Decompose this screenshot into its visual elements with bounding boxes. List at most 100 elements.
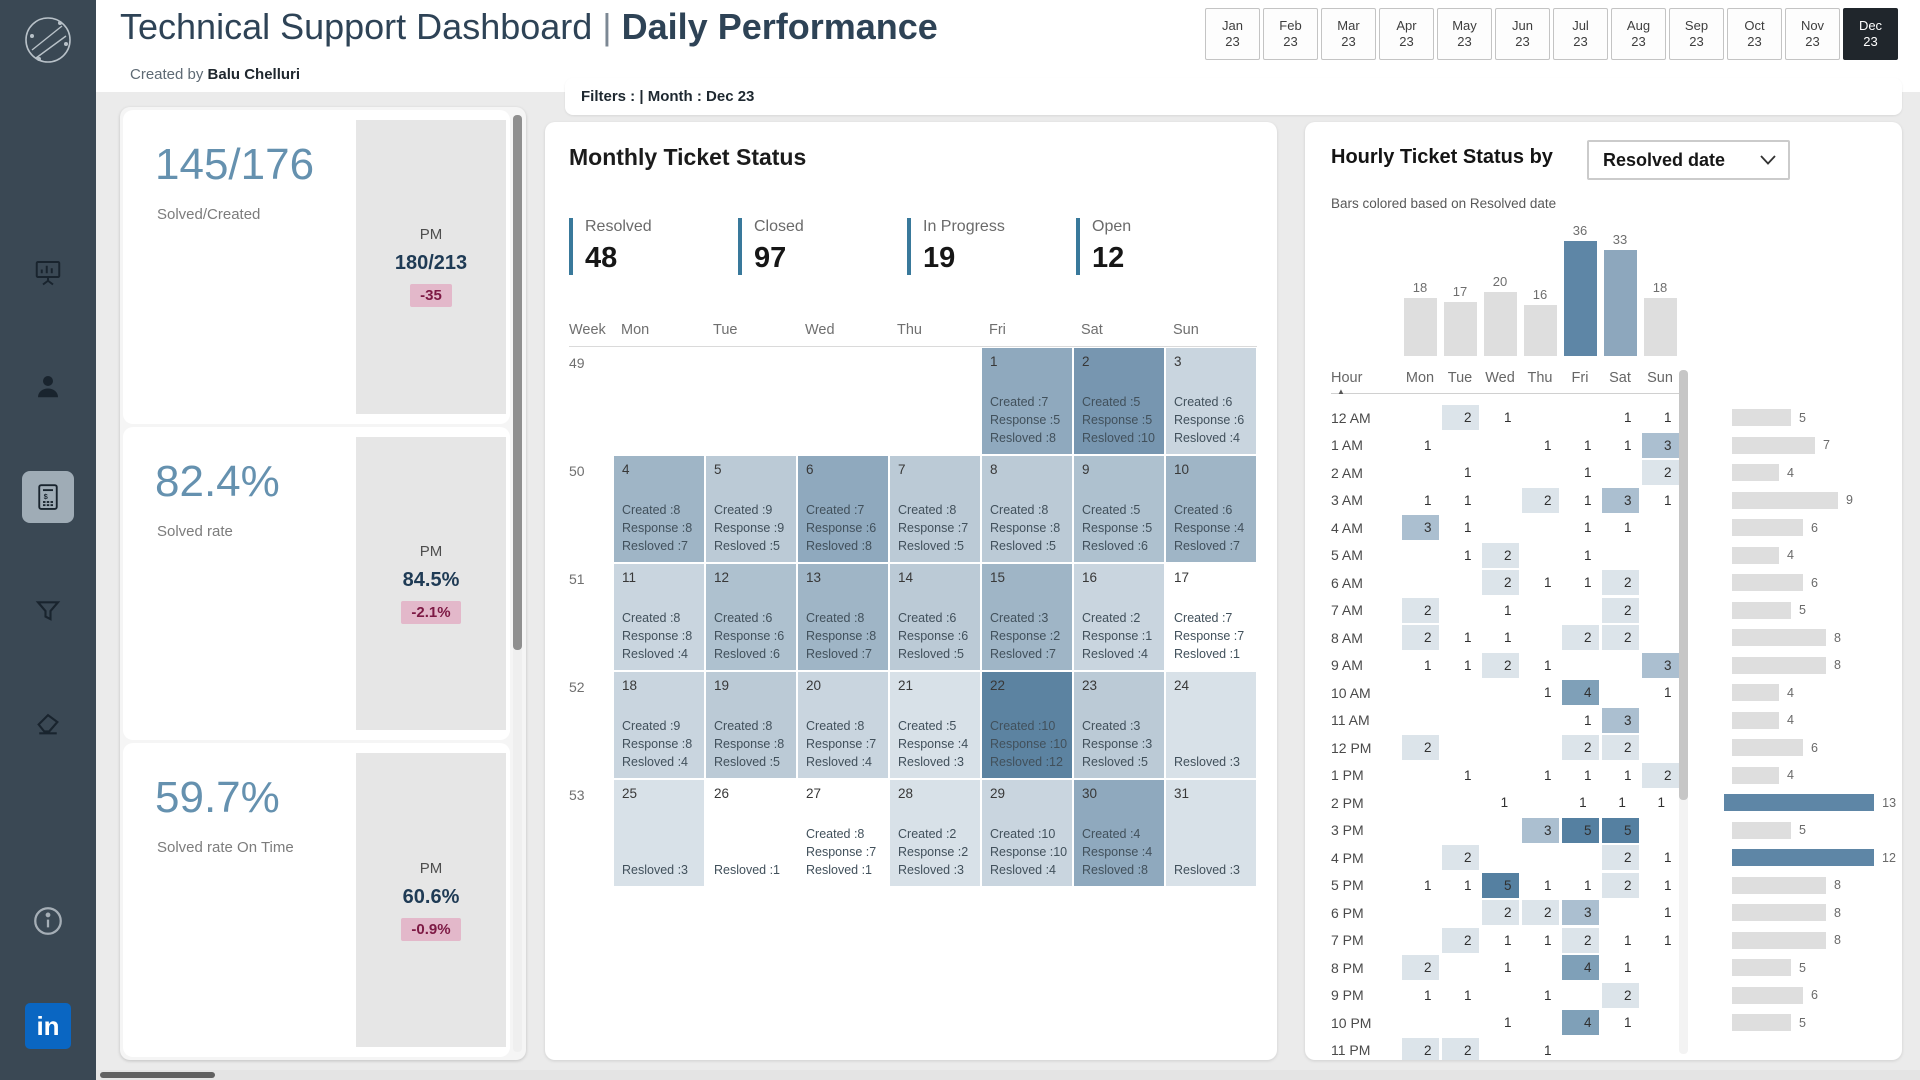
hourly-cell[interactable]: 1 <box>1543 987 1552 1003</box>
hourly-cell[interactable]: 2 <box>1401 597 1439 623</box>
month-tab-jul[interactable]: Jul 23 <box>1553 8 1608 60</box>
analytics-nav-icon[interactable] <box>22 246 74 298</box>
hourly-cell[interactable]: 1 <box>1503 1015 1512 1031</box>
hourly-cell[interactable]: 1 <box>1463 987 1472 1003</box>
month-tab-dec[interactable]: Dec 23 <box>1843 8 1898 60</box>
kpi-scrollbar-thumb[interactable] <box>513 115 522 650</box>
hourly-cell[interactable]: 2 <box>1441 405 1479 431</box>
hourly-cell[interactable]: 1 <box>1463 547 1472 563</box>
hourly-cell[interactable]: 1 <box>1663 932 1672 948</box>
info-icon[interactable] <box>22 895 74 947</box>
hourly-cell[interactable]: 1 <box>1583 877 1592 893</box>
hourly-cell[interactable]: 1 <box>1583 492 1592 508</box>
hourly-cell[interactable]: 1 <box>1463 630 1472 646</box>
month-tab-sep[interactable]: Sep 23 <box>1669 8 1724 60</box>
calendar-day-cell[interactable]: 25 Resloved :3 <box>614 780 704 886</box>
hourly-cell[interactable]: 1 <box>1623 960 1632 976</box>
calendar-day-cell[interactable]: 2 Created :5 Response :5 Resloved :10 <box>1074 348 1164 454</box>
calendar-day-cell[interactable]: 20 Created :8 Response :7 Resloved :4 <box>798 672 888 778</box>
hourly-cell[interactable]: 1 <box>1583 465 1592 481</box>
hourly-cell[interactable]: 3 <box>1401 515 1439 541</box>
hourly-cell[interactable]: 1 <box>1663 410 1672 426</box>
hourly-cell[interactable]: 1 <box>1623 437 1632 453</box>
hourly-cell[interactable]: 2 <box>1481 570 1519 596</box>
hourly-total-bar[interactable] <box>1732 739 1803 757</box>
month-tab-nov[interactable]: Nov 23 <box>1785 8 1840 60</box>
hourly-cell[interactable]: 1 <box>1423 657 1432 673</box>
hourly-total-bar[interactable] <box>1732 519 1803 537</box>
hourly-total-bar[interactable] <box>1732 904 1826 922</box>
calendar-day-cell[interactable]: 18 Created :9 Response :8 Resloved :4 <box>614 672 704 778</box>
calculator-nav-icon[interactable]: $ <box>22 471 74 523</box>
hourly-cell[interactable]: 1 <box>1543 877 1552 893</box>
hourly-cell[interactable]: 1 <box>1543 932 1552 948</box>
month-tab-aug[interactable]: Aug 23 <box>1611 8 1666 60</box>
hourly-top-bar-sun[interactable]: 18 <box>1640 280 1680 356</box>
hourly-cell[interactable]: 5 <box>1601 817 1639 843</box>
hourly-total-bar[interactable] <box>1732 711 1779 729</box>
hourly-total-bar[interactable] <box>1732 931 1826 949</box>
hourly-cell[interactable]: 2 <box>1401 735 1439 761</box>
hourly-total-bar[interactable] <box>1732 574 1803 592</box>
hourly-cell[interactable]: 3 <box>1641 432 1679 458</box>
hourly-cell[interactable]: 4 <box>1561 1010 1599 1036</box>
hourly-cell[interactable]: 2 <box>1441 1037 1479 1060</box>
matrix-col-hour[interactable]: Hour ▲ <box>1331 370 1363 396</box>
hourly-cell[interactable]: 2 <box>1401 955 1439 981</box>
hourly-cell[interactable]: 1 <box>1463 520 1472 536</box>
month-tab-jan[interactable]: Jan 23 <box>1205 8 1260 60</box>
calendar-day-cell[interactable]: 29 Created :10 Response :10 Resloved :4 <box>982 780 1072 886</box>
hourly-cell[interactable]: 2 <box>1481 652 1519 678</box>
hourly-total-bar[interactable] <box>1732 766 1779 784</box>
hourly-cell[interactable]: 1 <box>1583 712 1592 728</box>
calendar-day-cell[interactable]: 21 Created :5 Response :4 Resloved :3 <box>890 672 980 778</box>
hourly-cell[interactable]: 3 <box>1561 900 1599 926</box>
calendar-day-cell[interactable]: 17 Created :7 Response :7 Resloved :1 <box>1166 564 1256 670</box>
top-bar[interactable] <box>1603 250 1637 356</box>
hourly-cell[interactable]: 1 <box>1503 602 1512 618</box>
hourly-cell[interactable]: 2 <box>1601 597 1639 623</box>
top-bar[interactable] <box>1443 302 1477 356</box>
hourly-total-bar[interactable] <box>1732 684 1779 702</box>
hourly-scrollbar[interactable] <box>1679 370 1688 1054</box>
top-bar[interactable] <box>1403 298 1437 356</box>
hourly-cell[interactable]: 1 <box>1583 547 1592 563</box>
hourly-cell[interactable]: 1 <box>1583 575 1592 591</box>
page-horizontal-scrollbar-thumb[interactable] <box>100 1072 215 1078</box>
hourly-cell[interactable]: 2 <box>1601 570 1639 596</box>
hourly-cell[interactable]: 3 <box>1641 652 1679 678</box>
hourly-total-bar[interactable] <box>1732 436 1815 454</box>
hourly-cell[interactable]: 2 <box>1521 487 1559 513</box>
hourly-cell[interactable]: 1 <box>1503 630 1512 646</box>
hourly-cell[interactable]: 1 <box>1463 657 1472 673</box>
calendar-day-cell[interactable]: 5 Created :9 Response :9 Resloved :5 <box>706 456 796 562</box>
hourly-cell[interactable]: 1 <box>1623 932 1632 948</box>
hourly-cell[interactable]: 2 <box>1641 460 1679 486</box>
calendar-day-cell[interactable]: 11 Created :8 Response :8 Resloved :4 <box>614 564 704 670</box>
status-resolved[interactable]: Resolved 48 <box>569 218 738 275</box>
calendar-day-cell[interactable]: 16 Created :2 Response :1 Resloved :4 <box>1074 564 1164 670</box>
hourly-cell[interactable]: 2 <box>1561 927 1599 953</box>
page-horizontal-scrollbar[interactable] <box>96 1070 1920 1080</box>
calendar-day-cell[interactable]: 10 Created :6 Response :4 Resloved :7 <box>1166 456 1256 562</box>
hourly-cell[interactable]: 1 <box>1503 960 1512 976</box>
hourly-cell[interactable]: 1 <box>1543 767 1552 783</box>
hourly-cell[interactable]: 1 <box>1463 465 1472 481</box>
top-bar[interactable] <box>1523 305 1557 356</box>
status-open[interactable]: Open 12 <box>1076 218 1245 275</box>
eraser-nav-icon[interactable] <box>22 696 74 748</box>
hourly-total-bar[interactable] <box>1732 849 1874 867</box>
hourly-cell[interactable]: 1 <box>1583 520 1592 536</box>
hourly-cell[interactable]: 1 <box>1663 905 1672 921</box>
hourly-cell[interactable]: 1 <box>1463 492 1472 508</box>
hourly-cell[interactable]: 5 <box>1561 817 1599 843</box>
hourly-cell[interactable]: 1 <box>1663 850 1672 866</box>
calendar-day-cell[interactable]: 6 Created :7 Response :6 Resloved :8 <box>798 456 888 562</box>
hourly-scrollbar-thumb[interactable] <box>1679 370 1688 800</box>
hourly-cell[interactable]: 3 <box>1601 707 1639 733</box>
hourly-cell[interactable]: 1 <box>1618 795 1626 811</box>
hourly-top-bar-wed[interactable]: 20 <box>1480 274 1520 356</box>
hourly-total-bar[interactable] <box>1732 959 1791 977</box>
hourly-cell[interactable]: 2 <box>1601 845 1639 871</box>
calendar-day-cell[interactable]: 23 Created :3 Response :3 Resloved :5 <box>1074 672 1164 778</box>
